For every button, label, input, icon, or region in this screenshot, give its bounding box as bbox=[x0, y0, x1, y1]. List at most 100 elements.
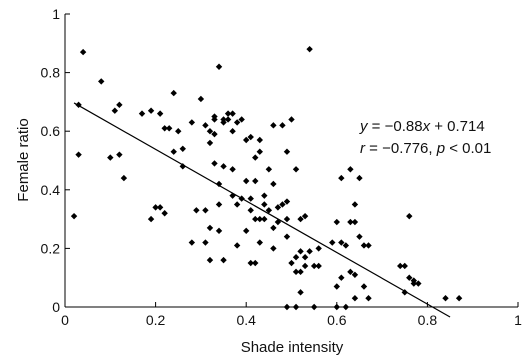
data-point bbox=[156, 110, 164, 117]
data-point bbox=[202, 207, 209, 214]
data-point bbox=[283, 303, 291, 311]
data-point bbox=[197, 95, 205, 103]
data-point bbox=[401, 262, 408, 270]
data-point bbox=[406, 274, 413, 281]
data-point bbox=[211, 130, 218, 138]
data-point bbox=[292, 253, 300, 261]
data-point bbox=[274, 204, 282, 211]
data-point bbox=[107, 154, 114, 161]
data-point bbox=[283, 215, 291, 223]
data-point bbox=[98, 78, 105, 85]
data-point bbox=[365, 295, 372, 302]
data-point bbox=[297, 268, 304, 276]
x-axis-title: Shade intensity bbox=[241, 339, 344, 356]
x-tick-label: 1 bbox=[514, 312, 522, 328]
data-point bbox=[179, 145, 186, 152]
data-point bbox=[70, 212, 78, 220]
data-point bbox=[220, 256, 227, 264]
data-point bbox=[202, 239, 209, 246]
data-point bbox=[247, 207, 254, 214]
data-point bbox=[138, 110, 146, 117]
data-point bbox=[229, 166, 236, 173]
equation-slope: = −0.88 bbox=[368, 118, 423, 135]
correlation-statistics: r = −0.776, p < 0.01 bbox=[360, 140, 491, 157]
data-point bbox=[233, 119, 241, 126]
regression-line bbox=[73, 102, 451, 318]
data-point bbox=[229, 110, 236, 117]
data-point bbox=[252, 215, 259, 223]
data-point bbox=[170, 148, 177, 155]
data-point bbox=[233, 242, 241, 249]
data-point bbox=[233, 201, 241, 208]
data-point bbox=[306, 45, 313, 53]
x-tick-label: 0.4 bbox=[236, 312, 256, 328]
x-tick-label: 0.2 bbox=[146, 312, 166, 328]
data-point bbox=[292, 303, 300, 311]
data-point bbox=[252, 259, 259, 267]
data-point bbox=[415, 280, 422, 287]
data-point bbox=[279, 201, 286, 208]
data-point bbox=[224, 116, 232, 123]
data-point bbox=[193, 207, 200, 214]
data-point bbox=[301, 262, 309, 270]
data-point bbox=[161, 125, 168, 132]
data-point bbox=[220, 163, 227, 170]
data-point bbox=[220, 119, 227, 126]
data-point bbox=[238, 116, 245, 123]
data-point bbox=[338, 274, 345, 281]
data-point bbox=[156, 204, 164, 211]
data-point bbox=[342, 303, 350, 311]
data-point bbox=[297, 215, 304, 223]
data-points bbox=[70, 45, 463, 311]
data-point bbox=[170, 89, 177, 97]
r-symbol: r bbox=[360, 140, 366, 157]
data-point bbox=[360, 242, 368, 249]
equation-y-symbol: y bbox=[359, 118, 369, 135]
data-point bbox=[347, 218, 354, 226]
data-point bbox=[147, 107, 155, 114]
data-point bbox=[247, 195, 254, 202]
data-point bbox=[310, 303, 318, 311]
data-point bbox=[256, 148, 263, 155]
p-value: < 0.01 bbox=[445, 140, 491, 157]
data-point bbox=[288, 116, 295, 123]
y-tick-label: 0.8 bbox=[41, 65, 61, 81]
data-point bbox=[338, 239, 345, 246]
data-point bbox=[310, 262, 318, 270]
data-point bbox=[215, 227, 223, 235]
data-point bbox=[442, 295, 449, 302]
data-point bbox=[292, 166, 300, 173]
data-point bbox=[406, 212, 413, 220]
data-point bbox=[455, 295, 463, 302]
data-point bbox=[229, 128, 236, 135]
data-point bbox=[351, 201, 359, 208]
data-point bbox=[410, 280, 418, 287]
data-point bbox=[351, 271, 359, 278]
data-point bbox=[215, 63, 223, 70]
data-point bbox=[75, 151, 82, 158]
data-point bbox=[243, 227, 250, 235]
equation-x-symbol: x bbox=[422, 118, 431, 135]
data-point bbox=[75, 101, 82, 109]
x-tick-label: 0.8 bbox=[418, 312, 438, 328]
data-point bbox=[301, 253, 309, 261]
data-point bbox=[256, 136, 263, 144]
data-point bbox=[261, 192, 268, 199]
data-point bbox=[351, 218, 359, 226]
data-point bbox=[270, 180, 277, 188]
data-point bbox=[283, 233, 291, 240]
data-point bbox=[179, 163, 186, 170]
data-point bbox=[283, 148, 291, 155]
data-point bbox=[116, 101, 123, 109]
data-point bbox=[261, 201, 268, 208]
data-point bbox=[297, 289, 304, 296]
data-point bbox=[206, 256, 214, 264]
data-point bbox=[347, 166, 354, 173]
data-point bbox=[206, 224, 214, 232]
data-point bbox=[333, 283, 340, 290]
data-point bbox=[360, 283, 368, 290]
data-point bbox=[301, 212, 309, 220]
data-point bbox=[315, 262, 322, 270]
data-point bbox=[365, 242, 372, 249]
